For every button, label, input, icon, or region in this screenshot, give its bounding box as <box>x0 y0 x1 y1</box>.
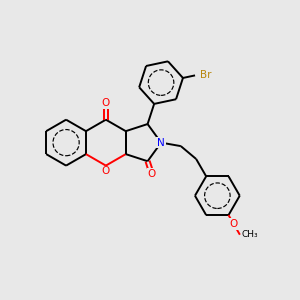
Text: O: O <box>230 219 238 229</box>
Text: O: O <box>148 169 156 179</box>
Text: O: O <box>102 98 110 108</box>
Text: O: O <box>102 167 110 176</box>
Text: N: N <box>157 138 165 148</box>
Text: Br: Br <box>200 70 212 80</box>
Text: CH₃: CH₃ <box>241 230 258 239</box>
